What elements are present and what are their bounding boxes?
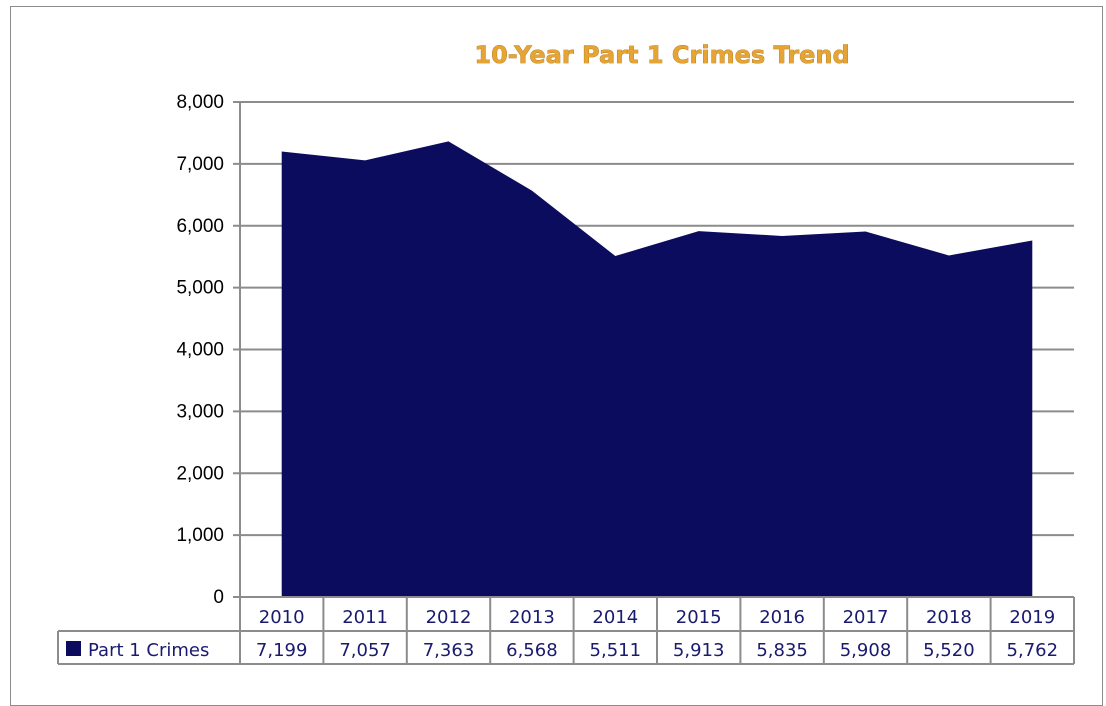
x-category-label: 2013 — [509, 607, 555, 628]
area-part-1-crimes — [281, 141, 1033, 597]
data-point-2016 — [781, 235, 783, 237]
x-category-label: 2015 — [676, 607, 722, 628]
data-point-2013 — [531, 190, 533, 192]
x-category-label: 2016 — [759, 607, 805, 628]
x-category-label: 2012 — [426, 607, 472, 628]
y-tick-label: 2,000 — [176, 463, 224, 484]
y-tick-label: 4,000 — [176, 340, 224, 361]
y-tick-label: 6,000 — [176, 216, 224, 237]
data-point-2019 — [1031, 239, 1033, 241]
legend-swatch — [66, 641, 81, 656]
data-point-2010 — [281, 151, 283, 153]
x-category-label: 2018 — [926, 607, 972, 628]
data-point-2018 — [948, 254, 950, 256]
data-table: 2010 7,199 2011 7,057 2012 7,363 2013 6,568 2014… — [57, 596, 1075, 665]
data-table-value: 6,568 — [506, 640, 558, 661]
data-table-value: 5,913 — [673, 640, 725, 661]
x-category-label: 2017 — [843, 607, 889, 628]
y-tick-label: 8,000 — [176, 92, 224, 113]
x-category-label: 2011 — [342, 607, 388, 628]
data-table-value: 5,511 — [590, 640, 642, 661]
y-tick-label: 5,000 — [176, 278, 224, 299]
data-point-2014 — [614, 255, 616, 257]
x-category-label: 2014 — [592, 607, 638, 628]
y-tick-label: 0 — [213, 587, 224, 608]
data-table-value: 7,199 — [256, 640, 308, 661]
area-chart: 10-Year Part 1 Crimes Trend 0 1,000 2,000 3… — [57, 41, 1075, 665]
x-category-label: 2010 — [259, 607, 305, 628]
data-table-value: 5,908 — [840, 640, 892, 661]
y-tick-label: 3,000 — [176, 401, 224, 422]
data-point-2017 — [865, 230, 867, 232]
data-point-2015 — [698, 230, 700, 232]
data-table-value: 5,835 — [756, 640, 808, 661]
data-table-value: 5,762 — [1007, 640, 1059, 661]
data-table-value: 7,057 — [339, 640, 391, 661]
data-point-2011 — [364, 159, 366, 161]
data-table-value: 5,520 — [923, 640, 975, 661]
y-axis: 0 1,000 2,000 3,000 4,000 5,000 6,000 7,000 8,00… — [176, 92, 241, 608]
data-point-2012 — [448, 140, 450, 142]
area-series — [281, 140, 1033, 597]
chart-title: 10-Year Part 1 Crimes Trend — [474, 41, 849, 69]
y-tick-label: 7,000 — [176, 154, 224, 175]
y-tick-label: 1,000 — [176, 525, 224, 546]
data-table-value: 7,363 — [423, 640, 475, 661]
legend-label: Part 1 Crimes — [88, 640, 209, 661]
x-category-label: 2019 — [1009, 607, 1055, 628]
